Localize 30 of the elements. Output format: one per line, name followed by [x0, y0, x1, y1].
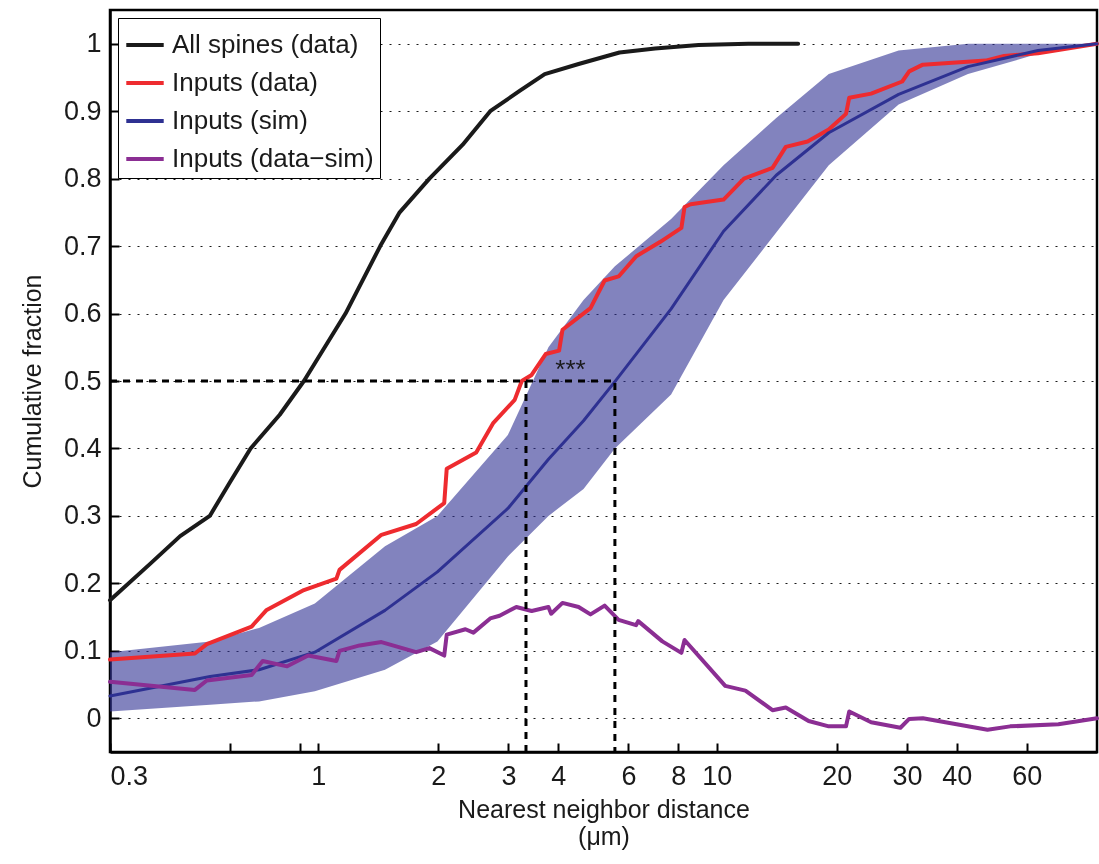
y-tick-label: 0.8 — [63, 163, 102, 194]
x-tick-label: 3 — [501, 760, 517, 791]
x-tick-label: 4 — [551, 760, 567, 791]
y-tick-label: 0.4 — [63, 432, 102, 463]
y-tick-label: 0.1 — [63, 635, 102, 666]
legend-label: Inputs (sim) — [172, 105, 308, 135]
x-tick-label: 1 — [311, 760, 327, 791]
x-tick-label: 30 — [892, 760, 923, 791]
y-tick-label: 0.5 — [63, 365, 102, 396]
x-tick-label: 8 — [671, 760, 687, 791]
y-tick-label: 0.2 — [63, 567, 102, 598]
x-tick-label: 60 — [1012, 760, 1043, 791]
y-tick-label: 0.7 — [63, 230, 102, 261]
x-tick-label: 40 — [942, 760, 973, 791]
y-tick-label: 0 — [86, 702, 102, 733]
y-tick-label: 0.6 — [63, 298, 102, 329]
x-tick-label: 10 — [702, 760, 733, 791]
legend-label: Inputs (data−sim) — [172, 143, 374, 173]
y-axis-title: Cumulative fraction — [17, 274, 46, 489]
y-tick-label: 1 — [86, 28, 102, 59]
x-tick-label: 2 — [431, 760, 447, 791]
x-tick-label: 20 — [822, 760, 853, 791]
x-tick-label: 6 — [621, 760, 637, 791]
legend-label: All spines (data) — [172, 29, 359, 59]
x-axis-title: Nearest neighbor distance (μm) — [458, 794, 750, 850]
y-tick-label: 0.3 — [63, 500, 102, 531]
annotation: *** — [555, 354, 586, 384]
x-tick-label: 0.3 — [110, 760, 149, 791]
y-tick-label: 0.9 — [63, 95, 102, 126]
legend-label: Inputs (data) — [172, 67, 318, 97]
